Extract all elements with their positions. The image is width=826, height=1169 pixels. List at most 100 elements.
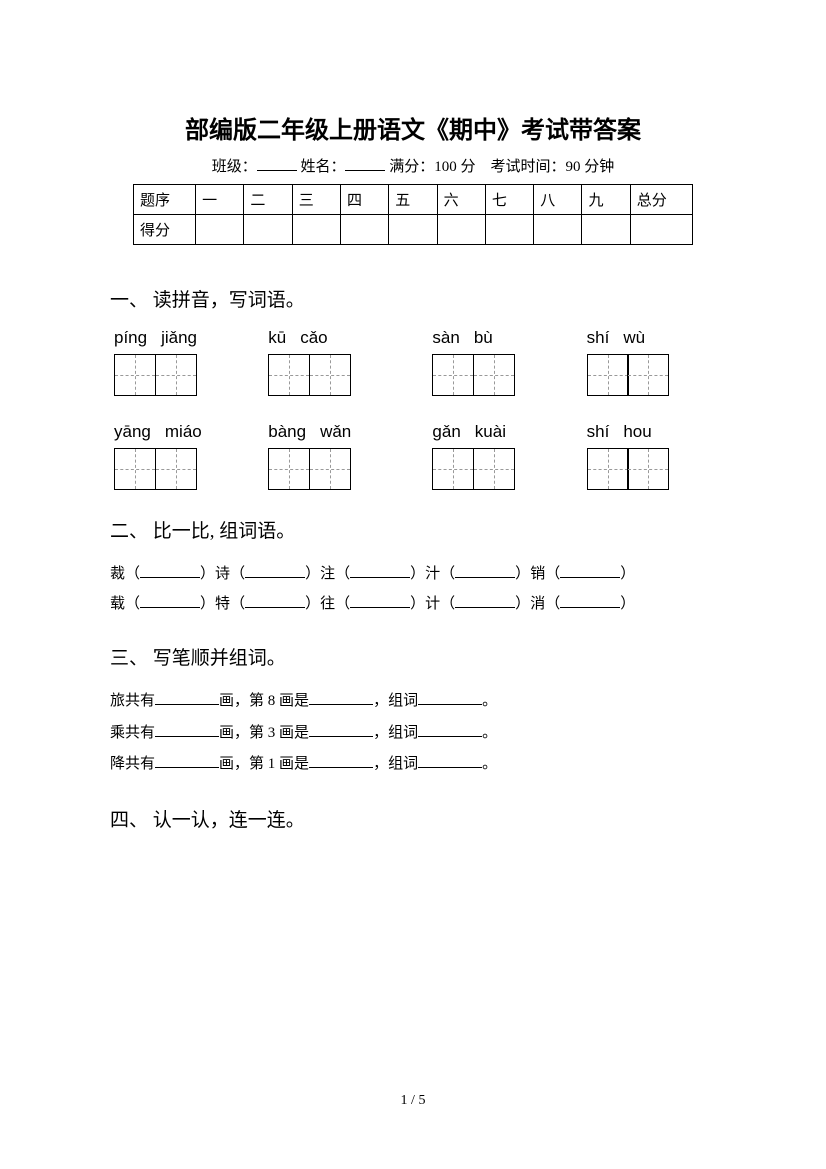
char-box-pair (114, 448, 268, 490)
char-box-pair (587, 354, 716, 396)
score-cell (582, 215, 630, 245)
row2-label: 得分 (134, 215, 196, 245)
q3-char: 旅 (110, 693, 125, 709)
name-label: 姓名： (300, 159, 345, 175)
pinyin-syllable: shí (587, 328, 610, 348)
q3-text: 。 (482, 693, 497, 709)
q3-text: 画，第 (219, 693, 268, 709)
page-footer: 1 / 5 (0, 1093, 826, 1109)
score-cell (389, 215, 437, 245)
q2-blank (245, 564, 305, 578)
pinyin-syllable: píng (114, 328, 147, 348)
q4-heading: 四、 认一认，连一连。 (110, 805, 716, 832)
q3-text: 共有 (125, 725, 155, 741)
fullscore-value: 100 分 (434, 159, 475, 175)
char-box (627, 354, 669, 396)
q2-blank (140, 564, 200, 578)
col-header: 七 (485, 185, 533, 215)
q3-blank (309, 754, 373, 768)
q3-blank (418, 754, 482, 768)
char-box (155, 354, 197, 396)
pinyin-syllable: bù (474, 328, 493, 348)
char-box (473, 354, 515, 396)
char-box (268, 354, 310, 396)
pinyin-syllable: wù (623, 328, 645, 348)
q3-blank (155, 723, 219, 737)
pinyin-syllable: miáo (165, 422, 202, 442)
col-header: 四 (341, 185, 389, 215)
char-box (587, 354, 629, 396)
pinyin-syllable: hou (623, 422, 651, 442)
q2-char: 裁 (110, 566, 125, 582)
q3-text: 画是 (275, 693, 309, 709)
col-header: 三 (292, 185, 340, 215)
q3-blank (155, 691, 219, 705)
char-box (155, 448, 197, 490)
char-box-pair (268, 354, 432, 396)
q2-char: 汁 (425, 566, 440, 582)
page-current: 1 (401, 1093, 408, 1108)
col-header: 一 (196, 185, 244, 215)
class-blank (257, 156, 297, 171)
q3-text: 画是 (275, 725, 309, 741)
char-box (114, 448, 156, 490)
pinyin-syllable: bàng (268, 422, 306, 442)
pinyin-row: yāng miáo bàng wǎn gǎn kuài shí hou (110, 422, 716, 442)
pinyin-syllable: wǎn (320, 422, 351, 442)
char-box (309, 354, 351, 396)
pinyin-group: kū cǎo (268, 328, 432, 348)
time-label: 考试时间： (491, 159, 566, 175)
q2-blank (350, 564, 410, 578)
q3-item: 旅共有画，第 8 画是，组词。 (110, 686, 716, 718)
char-box (587, 448, 629, 490)
pinyin-syllable: jiǎng (161, 328, 197, 348)
q2-blank (560, 564, 620, 578)
char-box-pair (432, 354, 586, 396)
char-box (309, 448, 351, 490)
pinyin-group: píng jiǎng (114, 328, 268, 348)
total-header: 总分 (630, 185, 692, 215)
char-box (473, 448, 515, 490)
score-table: 题序 一 二 三 四 五 六 七 八 九 总分 得分 (133, 184, 693, 245)
exam-info-line: 班级： 姓名： 满分：100 分 考试时间：90 分钟 (110, 155, 716, 176)
pinyin-syllable: shí (587, 422, 610, 442)
char-box (432, 448, 474, 490)
pinyin-group: shí hou (587, 422, 716, 442)
q3-blank (309, 691, 373, 705)
table-row: 题序 一 二 三 四 五 六 七 八 九 总分 (134, 185, 693, 215)
q2-char: 往 (320, 596, 335, 612)
q3-item: 乘共有画，第 3 画是，组词。 (110, 718, 716, 750)
score-cell (534, 215, 582, 245)
score-cell (292, 215, 340, 245)
char-box (268, 448, 310, 490)
q2-char: 销 (530, 566, 545, 582)
q2-char: 载 (110, 596, 125, 612)
q2-char: 计 (425, 596, 440, 612)
pinyin-group: sàn bù (432, 328, 586, 348)
q3-blank (309, 723, 373, 737)
score-cell (437, 215, 485, 245)
q2-char: 特 (215, 596, 230, 612)
time-value: 90 分钟 (566, 159, 615, 175)
page-total: 5 (418, 1093, 425, 1108)
char-box-pair (114, 354, 268, 396)
q3-char: 降 (110, 756, 125, 772)
pinyin-row: píng jiǎng kū cǎo sàn bù shí wù (110, 328, 716, 348)
score-cell (485, 215, 533, 245)
q3-text: 。 (482, 756, 497, 772)
q3-blank (155, 754, 219, 768)
col-header: 八 (534, 185, 582, 215)
q3-text: 画，第 (219, 725, 268, 741)
q3-text: ，组词 (373, 693, 418, 709)
pinyin-group: shí wù (587, 328, 716, 348)
q2-char: 注 (320, 566, 335, 582)
name-blank (345, 156, 385, 171)
pinyin-syllable: cǎo (300, 328, 327, 348)
score-cell (244, 215, 292, 245)
pinyin-group: yāng miáo (114, 422, 268, 442)
q3-text: ，组词 (373, 725, 418, 741)
q3-text: 画，第 (219, 756, 268, 772)
pinyin-syllable: kuài (475, 422, 506, 442)
q3-text: 共有 (125, 756, 155, 772)
class-label: 班级： (212, 159, 257, 175)
